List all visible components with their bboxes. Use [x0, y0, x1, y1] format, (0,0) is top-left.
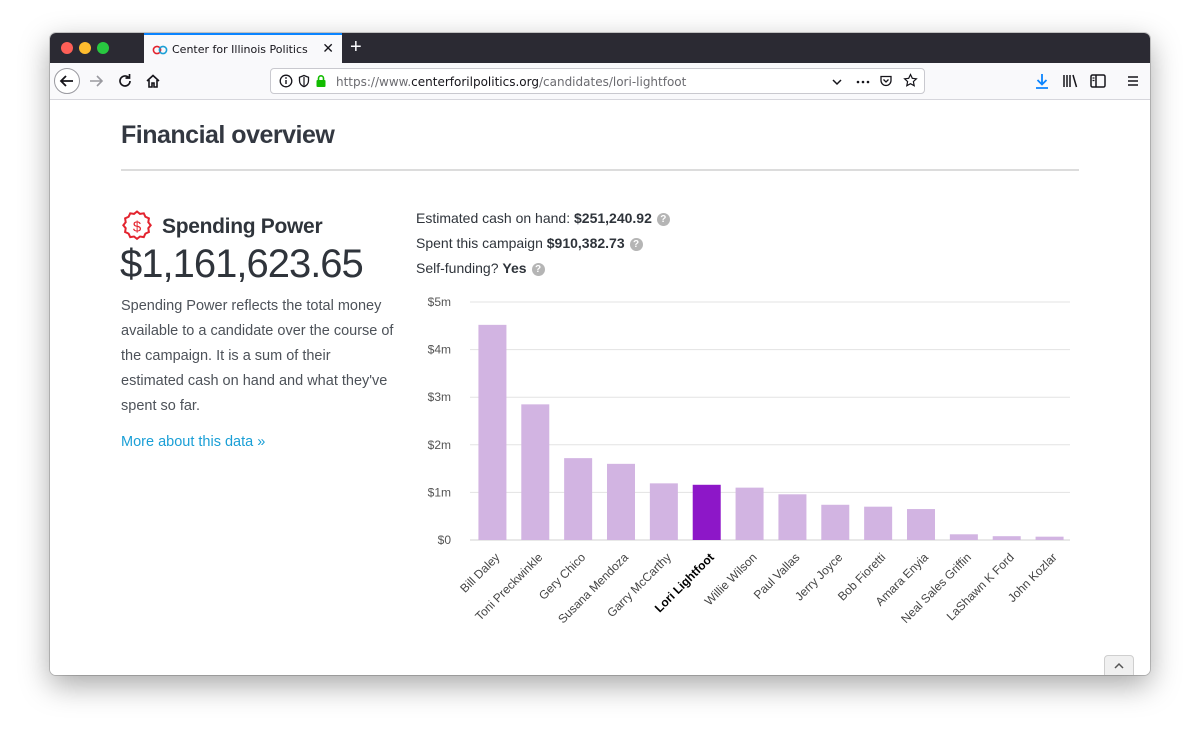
info-icon[interactable]: [279, 74, 293, 93]
stat-spent-campaign: Spent this campaign $910,382.73?: [416, 235, 643, 251]
bar[interactable]: [949, 534, 978, 540]
dollar-badge-icon: $: [120, 209, 154, 248]
home-icon: [146, 74, 160, 88]
browser-tab[interactable]: Center for Illinois Politics ✕: [144, 33, 342, 63]
hamburger-menu-icon: [1128, 76, 1138, 86]
address-bar[interactable]: https://www.centerforilpolitics.org/cand…: [270, 68, 925, 94]
stat-value: $910,382.73: [546, 235, 625, 251]
tracking-protection-shield-icon[interactable]: [297, 74, 311, 93]
bar[interactable]: [735, 487, 764, 540]
stat-cash-on-hand: Estimated cash on hand: $251,240.92?: [416, 210, 670, 226]
help-icon[interactable]: ?: [531, 263, 545, 276]
y-tick-label: $5m: [428, 295, 451, 309]
navigation-toolbar: https://www.centerforilpolitics.org/cand…: [50, 63, 1150, 100]
bar[interactable]: [778, 494, 807, 540]
app-menu-button[interactable]: [1121, 69, 1145, 93]
spending-power-amount: $1,161,623.65: [120, 242, 364, 286]
bar[interactable]: [564, 458, 593, 540]
stat-value: $251,240.92: [574, 210, 652, 226]
stat-label: Estimated cash on hand:: [416, 210, 571, 226]
help-icon[interactable]: ?: [629, 238, 643, 251]
tab-title: Center for Illinois Politics: [172, 43, 308, 56]
bar[interactable]: [907, 509, 935, 540]
sidebar-icon: [1090, 74, 1106, 88]
new-tab-icon[interactable]: +: [350, 36, 362, 58]
bar[interactable]: [864, 506, 893, 540]
stat-self-funding: Self-funding? Yes?: [416, 260, 545, 276]
zoom-window-button[interactable]: [97, 42, 109, 54]
bar[interactable]: [992, 536, 1021, 540]
home-button[interactable]: [141, 69, 165, 93]
download-arrow-icon: [1036, 74, 1048, 89]
bar[interactable]: [521, 404, 550, 540]
url-prefix: https://www.: [336, 75, 412, 89]
tab-bar: Center for Illinois Politics ✕ +: [50, 33, 1150, 63]
stat-label: Self-funding?: [416, 260, 499, 276]
spending-power-title: Spending Power: [162, 215, 323, 238]
bookmark-star-icon[interactable]: [903, 73, 918, 93]
reload-button[interactable]: [113, 69, 137, 93]
section-divider: [121, 169, 1079, 171]
library-icon: [1063, 74, 1078, 88]
reload-icon: [119, 74, 131, 87]
back-arrow-icon: [59, 75, 73, 87]
secure-lock-icon[interactable]: [315, 74, 327, 93]
site-favicon-icon: [152, 43, 168, 61]
tab-close-icon[interactable]: ✕: [322, 40, 334, 56]
y-tick-label: $3m: [428, 390, 451, 404]
y-tick-label: $1m: [428, 485, 451, 499]
bar[interactable]: [649, 483, 678, 540]
bar[interactable]: [821, 504, 850, 540]
url-dropdown-chevron-icon[interactable]: [831, 75, 843, 93]
more-about-data-link[interactable]: More about this data »: [121, 434, 266, 450]
chevron-up-icon: [1114, 662, 1124, 669]
scroll-to-top-button[interactable]: [1104, 655, 1134, 675]
help-icon[interactable]: ?: [656, 213, 670, 226]
page-actions-more-icon[interactable]: [855, 75, 871, 93]
y-tick-label: $0: [438, 533, 452, 547]
pocket-icon[interactable]: [879, 74, 893, 93]
y-tick-label: $4m: [428, 343, 451, 357]
page-content: Financial overview $ Spending Power $1,1…: [50, 100, 1150, 675]
browser-window: Center for Illinois Politics ✕ +: [50, 33, 1150, 675]
bar[interactable]: [607, 463, 635, 540]
url-path: /candidates/lori-lightfoot: [538, 75, 687, 89]
svg-text:$: $: [133, 219, 142, 236]
forward-arrow-icon: [90, 75, 104, 87]
y-tick-label: $2m: [428, 438, 451, 452]
library-button[interactable]: [1058, 69, 1082, 93]
spending-power-description: Spending Power reflects the total money …: [121, 298, 394, 414]
back-button[interactable]: [54, 68, 80, 94]
url-text[interactable]: https://www.centerforilpolitics.org/cand…: [336, 75, 686, 89]
page-title: Financial overview: [121, 121, 335, 149]
close-window-button[interactable]: [61, 42, 73, 54]
url-domain: centerforilpolitics.org: [411, 75, 539, 89]
downloads-button[interactable]: [1030, 69, 1054, 93]
minimize-window-button[interactable]: [79, 42, 91, 54]
bar[interactable]: [478, 324, 507, 540]
forward-button[interactable]: [84, 69, 108, 93]
bar[interactable]: [1035, 536, 1064, 540]
bar[interactable]: [692, 484, 721, 540]
sidebar-toggle-button[interactable]: [1086, 69, 1110, 93]
stat-label: Spent this campaign: [416, 235, 543, 251]
stat-value: Yes: [502, 260, 527, 276]
